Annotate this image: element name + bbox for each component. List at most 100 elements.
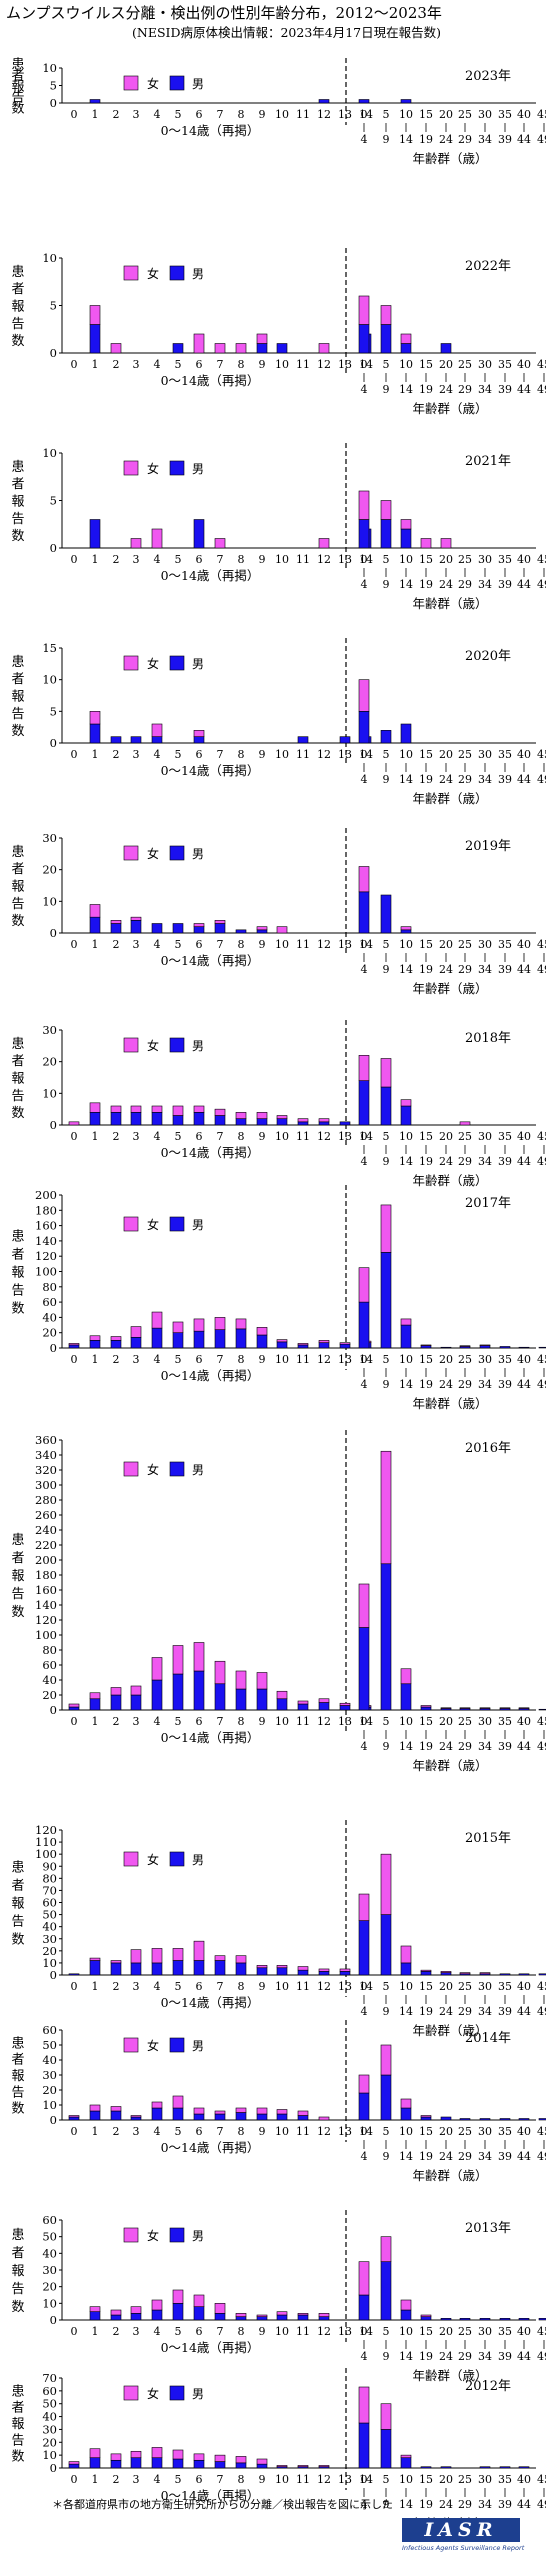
- x-tick-label: 15: [419, 1353, 433, 1366]
- single-age-female-bar: [339, 1702, 351, 1706]
- legend-male-swatch: [169, 1851, 185, 1867]
- single-age-male-bar: [89, 519, 101, 549]
- age-group-female-bar: [400, 2299, 412, 2311]
- x-axis-label-right: 年齢群（歳）: [412, 2023, 487, 2038]
- x-tick-label: 49: [537, 1155, 546, 1168]
- age-group-female-bar: [420, 1705, 432, 1708]
- x-tick-label: 25: [458, 108, 472, 121]
- x-tick-label: 5: [175, 1130, 182, 1143]
- x-tick-label: 35: [498, 2473, 512, 2486]
- x-axis-label-left: 0～14歳（再掲）: [161, 1730, 260, 1745]
- x-tick-label: 5: [383, 1980, 390, 1993]
- x-tick-label: 0: [71, 748, 78, 761]
- y-tick-label: 20: [42, 2280, 57, 2294]
- x-axis-label-right: 年齢群（歳）: [412, 791, 487, 806]
- x-tick-label: 14: [359, 748, 373, 761]
- x-tick-label: 39: [498, 2350, 512, 2363]
- x-tick-label: 24: [439, 963, 453, 976]
- age-group-male-bar: [479, 2318, 491, 2321]
- x-tick-label: 24: [439, 383, 453, 396]
- x-tick-label: 44: [517, 383, 531, 396]
- x-tick-label: 30: [478, 938, 492, 951]
- x-axis-label-left: 0～14歳（再掲）: [161, 1368, 260, 1383]
- age-group-male-bar: [499, 2118, 511, 2121]
- age-group-female-bar: [459, 1972, 471, 1975]
- single-age-male-bar: [110, 1694, 122, 1711]
- single-age-male-bar: [151, 1962, 163, 1976]
- single-age-female-bar: [256, 2458, 268, 2465]
- age-group-male-bar: [358, 324, 370, 354]
- x-tick-label: 20: [439, 938, 453, 951]
- x-axis-label-right: 年齢群（歳）: [412, 1758, 487, 1773]
- x-tick-label: 15: [419, 938, 433, 951]
- x-tick-label: 1: [92, 553, 99, 566]
- x-tick-label: 40: [517, 2325, 531, 2338]
- x-tick-label: 5: [383, 2325, 390, 2338]
- single-age-female-bar: [68, 2461, 80, 2465]
- logo-text: IASR: [402, 2518, 520, 2542]
- single-age-male-bar: [130, 2116, 142, 2121]
- legend-female-label: 女: [147, 266, 159, 281]
- single-age-male-bar: [318, 1702, 330, 1711]
- single-age-female-bar: [256, 333, 268, 344]
- y-axis-label-char: 者: [11, 2053, 24, 2068]
- x-tick-label: 2: [113, 1980, 120, 1993]
- x-tick-label: 10: [399, 748, 413, 761]
- x-tick-label: 14: [359, 553, 373, 566]
- single-age-male-bar: [68, 1706, 80, 1711]
- age-group-male-bar: [459, 2118, 471, 2121]
- single-age-female-bar: [276, 1339, 288, 1343]
- y-axis-label-char: 報: [11, 880, 24, 895]
- page-title: ムンプスウイルス分離・検出例の性別年齢分布，2012～2023年: [6, 4, 442, 22]
- x-tick-label: 15: [419, 1980, 433, 1993]
- x-axis-label-right: 年齢群（歳）: [412, 981, 487, 996]
- single-age-male-bar: [89, 1340, 101, 1349]
- x-tick-label: 4: [361, 578, 368, 591]
- single-age-male-bar: [110, 2110, 122, 2121]
- x-tick-label: 12: [317, 748, 331, 761]
- x-tick-label: 10: [399, 1715, 413, 1728]
- single-age-female-bar: [151, 1311, 163, 1329]
- single-age-female-bar: [110, 1105, 122, 1113]
- y-axis-label-char: 者: [11, 2401, 24, 2416]
- legend-female-swatch: [123, 2037, 139, 2053]
- single-age-male-bar: [130, 920, 142, 934]
- y-axis-label-char: 報: [11, 1569, 24, 1584]
- x-tick-label: 9: [383, 133, 390, 146]
- single-age-male-bar: [151, 736, 163, 744]
- single-age-female-bar: [151, 1105, 163, 1113]
- x-tick-label: 25: [458, 938, 472, 951]
- single-age-female-bar: [89, 2448, 101, 2459]
- legend-male-swatch: [169, 75, 185, 91]
- single-age-female-bar: [235, 1670, 247, 1690]
- y-tick-label: 10: [42, 2296, 57, 2310]
- x-tick-label: 5: [383, 1130, 390, 1143]
- single-age-male-bar: [297, 1344, 309, 1349]
- single-age-male-bar: [256, 343, 268, 354]
- x-tick-label: 8: [238, 748, 245, 761]
- x-tick-label: 12: [317, 1353, 331, 1366]
- single-age-male-bar: [318, 99, 330, 104]
- single-age-male-bar: [193, 1670, 205, 1711]
- x-tick-label: 9: [259, 1353, 266, 1366]
- x-tick-label: 9: [383, 2005, 390, 2018]
- legend-female-swatch: [123, 1037, 139, 1053]
- x-tick-label: 15: [419, 358, 433, 371]
- single-age-female-bar: [110, 343, 122, 354]
- y-tick-label: 10: [42, 1086, 57, 1100]
- x-tick-label: 4: [361, 1155, 368, 1168]
- y-axis-label-char: 患: [11, 460, 24, 475]
- x-tick-label: 14: [359, 2473, 373, 2486]
- y-tick-label: 120: [35, 1249, 57, 1263]
- single-age-female-bar: [130, 2115, 142, 2118]
- single-age-female-bar: [318, 1698, 330, 1703]
- x-tick-label: 49: [537, 133, 546, 146]
- x-tick-label: 25: [458, 553, 472, 566]
- age-group-female-bar: [380, 305, 392, 325]
- x-tick-label: 39: [498, 2005, 512, 2018]
- legend-male-swatch: [169, 1216, 185, 1232]
- x-tick-label: 6: [196, 938, 203, 951]
- y-tick-label: 5: [50, 704, 57, 718]
- x-tick-label: 34: [478, 2498, 492, 2511]
